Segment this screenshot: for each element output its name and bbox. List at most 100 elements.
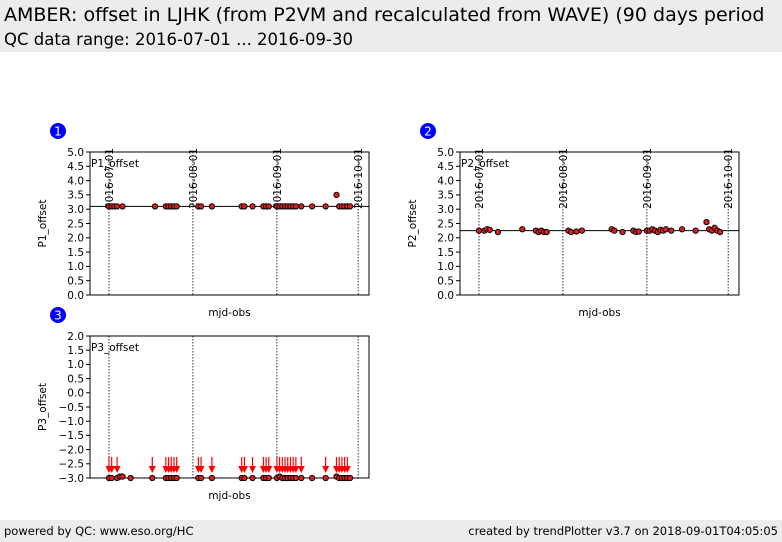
data-point [292, 203, 300, 210]
y-tick-label: 0.0 [67, 290, 84, 302]
y-tick-label: 1.5 [67, 247, 84, 259]
panel-badge-number: 3 [54, 309, 62, 323]
out-of-range-arrow-head [148, 466, 156, 473]
x-axis-label: mjd-obs [208, 307, 250, 319]
footer-generator: created by trendPlotter v3.7 on 2018-09-… [468, 524, 778, 538]
out-of-range-arrow-head [343, 466, 351, 473]
data-point [197, 474, 205, 482]
series-label: P3_offset [91, 342, 139, 354]
y-tick-label: 2.0 [437, 233, 454, 245]
page-title: AMBER: offset in LJHK (from P2VM and rec… [4, 4, 765, 26]
y-axis-label: P3_offset [37, 383, 49, 431]
out-of-range-arrow-head [292, 466, 300, 473]
date-tick-label: 2016-09-01 [272, 148, 284, 209]
data-point [308, 203, 316, 210]
y-tick-label: −1.0 [59, 416, 85, 428]
data-point [173, 474, 180, 482]
data-point [249, 474, 256, 482]
y-tick-label: 4.0 [437, 175, 454, 187]
data-point [127, 474, 134, 482]
out-of-range-arrow-head [249, 466, 257, 473]
y-tick-label: 1.0 [67, 359, 84, 371]
date-tick-label: 2016-07-01 [104, 148, 116, 209]
x-axis-label: mjd-obs [208, 490, 250, 502]
out-of-range-arrow-head [322, 466, 330, 473]
y-tick-label: 4.0 [67, 175, 84, 187]
panel-badge [420, 123, 436, 139]
data-point [241, 203, 248, 210]
data-point [611, 227, 618, 234]
y-tick-label: 0.5 [67, 373, 84, 385]
out-of-range-arrow-head [265, 466, 273, 473]
data-point [298, 474, 305, 482]
data-point [662, 226, 670, 233]
panel-badge [50, 123, 66, 139]
y-tick-label: 1.0 [67, 261, 84, 273]
panel-3: −3.0 −2.5 −2.0 −1.5 −1.0 −0.5 0.0 0.5 1.0 1.5 2.0 P… [37, 307, 370, 502]
y-tick-label: 1.5 [67, 345, 84, 357]
data-point [151, 203, 159, 210]
y-tick-label: 0.0 [437, 290, 454, 302]
qc-date-range: QC data range: 2016-07-01 ... 2016-09-30 [4, 30, 353, 49]
page-header: AMBER: offset in LJHK (from P2VM and rec… [0, 0, 782, 52]
out-of-range-arrow-head [240, 466, 248, 473]
y-tick-label: 3.0 [437, 204, 454, 216]
y-tick-label: 2.0 [67, 331, 84, 343]
data-point [308, 474, 316, 482]
y-tick-label: 2.0 [67, 233, 84, 245]
date-tick-label: 2016-08-01 [558, 148, 570, 209]
series-label: P1_offset [91, 158, 139, 170]
data-point [346, 203, 354, 210]
plot-frame [89, 335, 370, 479]
y-tick-label: −0.5 [59, 402, 85, 414]
y-tick-label: 2.5 [67, 218, 84, 230]
data-point [119, 203, 126, 210]
trend-plots: 2016-07-01 2016-08-01 2016-09-01 2016-10-01… [37, 123, 740, 502]
out-of-range-arrow-head [297, 466, 305, 473]
y-tick-label: −2.5 [59, 459, 85, 471]
panel-badge-number: 1 [54, 125, 62, 139]
out-of-range-arrow-head [208, 466, 216, 473]
data-point [619, 228, 626, 236]
y-tick-label: −3.0 [59, 473, 85, 485]
date-tick-label: 2016-10-01 [723, 148, 735, 209]
footer-credit: powered by QC: www.eso.org/HC [4, 524, 194, 538]
data-point [543, 228, 550, 236]
date-tick-label: 2016-09-01 [642, 148, 654, 209]
data-point [635, 228, 642, 235]
data-point [113, 203, 121, 210]
out-of-range-arrow-head [173, 466, 181, 473]
data-point [567, 228, 575, 236]
plot-frame [89, 151, 370, 296]
y-tick-label: 0.0 [67, 388, 84, 400]
y-tick-label: 1.5 [437, 247, 454, 259]
y-tick-label: 0.5 [437, 276, 454, 288]
data-point [346, 474, 354, 482]
data-point [298, 203, 305, 210]
data-point [265, 474, 272, 482]
data-point [668, 227, 675, 234]
y-tick-label: 4.5 [437, 161, 454, 173]
data-point [265, 203, 272, 210]
y-tick-label: 1.0 [437, 261, 454, 273]
page-footer: powered by QC: www.eso.org/HC created by… [0, 520, 782, 542]
panel-badge-number: 2 [424, 125, 432, 139]
series-label: P2_offset [461, 158, 509, 170]
data-point [573, 228, 580, 235]
panel-1: 2016-07-01 2016-08-01 2016-09-01 2016-10-01… [37, 123, 370, 319]
out-of-range-arrow-head [197, 466, 205, 473]
y-tick-label: 5.0 [437, 147, 454, 159]
data-point [333, 191, 340, 199]
date-tick-label: 2016-07-01 [474, 148, 486, 209]
data-point [173, 203, 180, 210]
plot-frame [459, 151, 740, 296]
date-tick-label: 2016-08-01 [188, 148, 200, 209]
data-point [322, 203, 329, 210]
y-tick-label: −2.0 [59, 444, 85, 456]
data-point [208, 474, 216, 482]
panel-2: 2016-07-01 2016-08-01 2016-09-01 2016-10-01… [407, 123, 740, 319]
out-of-range-arrow-head [113, 466, 121, 473]
data-point [208, 203, 216, 210]
data-point [292, 474, 300, 482]
data-point [494, 228, 502, 236]
